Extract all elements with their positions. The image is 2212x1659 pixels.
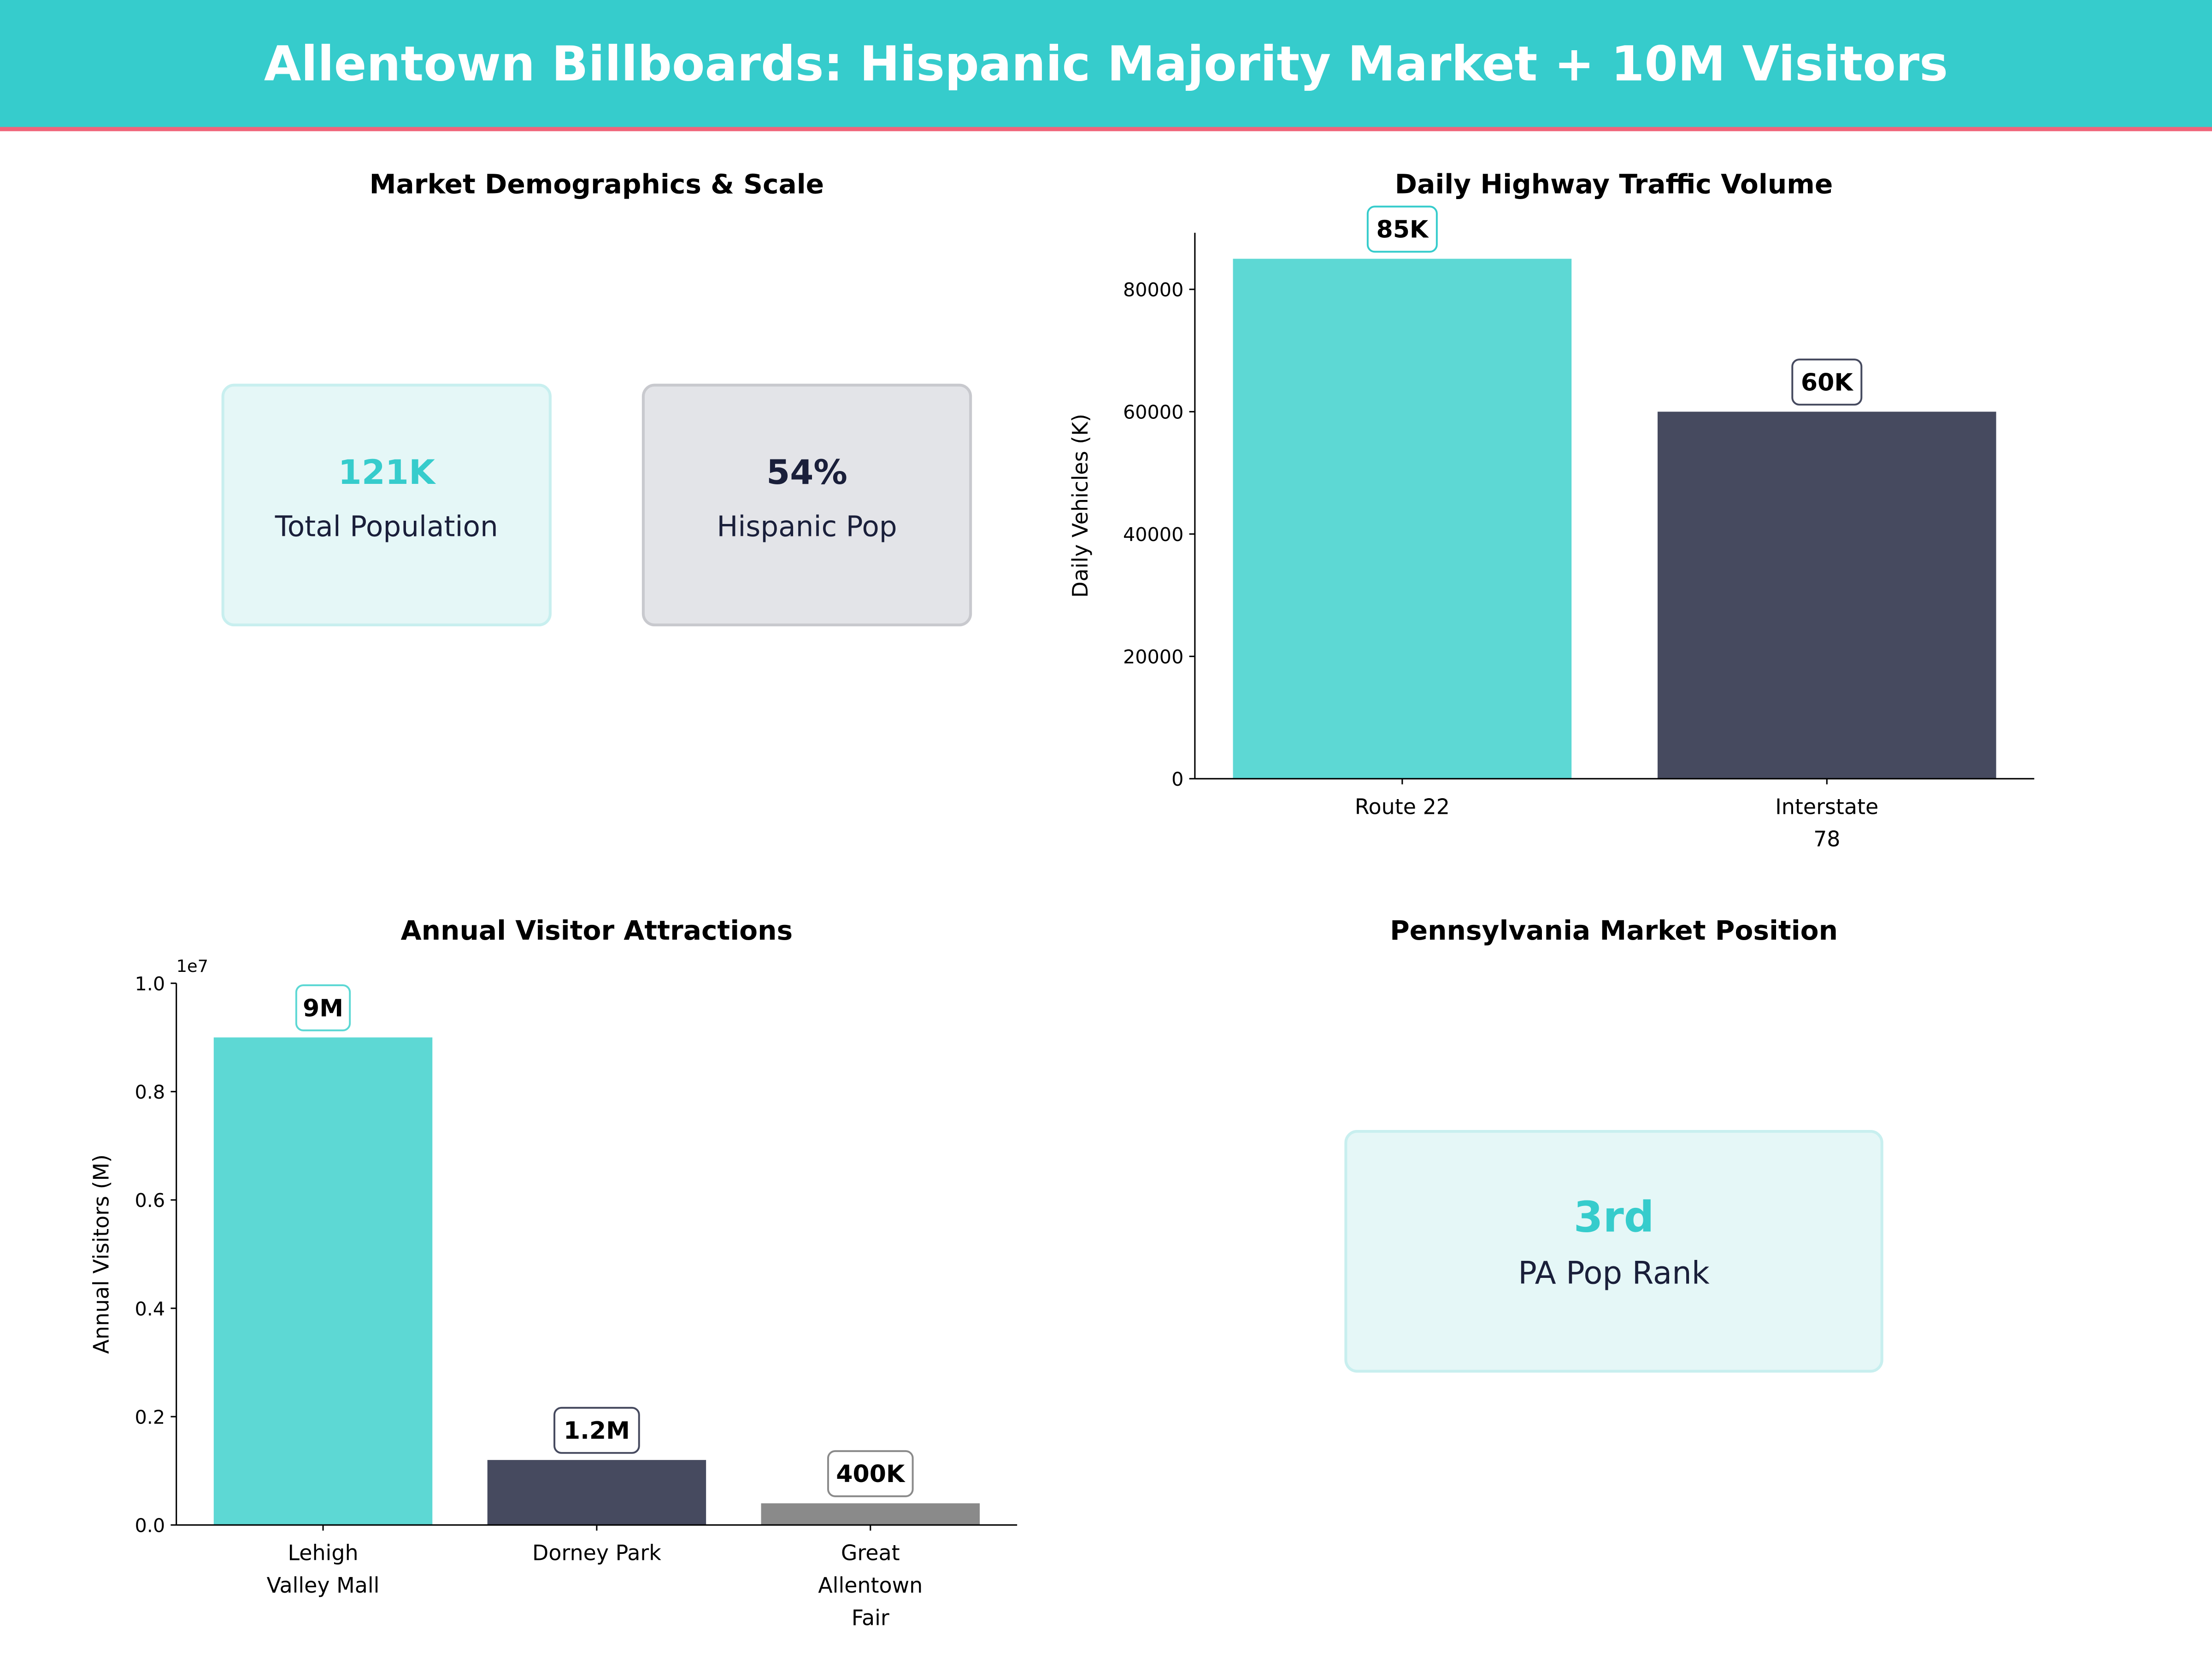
kpi-label: Total Population xyxy=(275,510,498,543)
data-label: 9M xyxy=(303,994,343,1022)
bar xyxy=(1233,259,1572,779)
kpi-card-hispanic-pop: 54% Hispanic Pop xyxy=(641,383,972,627)
data-label: 1.2M xyxy=(564,1417,630,1445)
visitors-chart: Annual Visitor Attractions Annual Visitor… xyxy=(89,915,1018,1630)
kpi-label: PA Pop Rank xyxy=(1518,1255,1710,1291)
kpi-card-total-population: 121K Total Population xyxy=(221,383,552,627)
x-tick-label: Lehigh xyxy=(288,1541,358,1565)
position-title: Pennsylvania Market Position xyxy=(1390,915,1838,946)
chart-title: Daily Highway Traffic Volume xyxy=(1395,168,1833,200)
data-label-box xyxy=(827,1450,914,1497)
bar xyxy=(213,1037,433,1525)
y-tick-label: 20000 xyxy=(1123,646,1183,668)
x-tick-label: Valley Mall xyxy=(267,1573,380,1598)
data-label: 400K xyxy=(836,1460,906,1488)
kpi-value: 121K xyxy=(338,453,436,492)
kpi-card-pa-rank: 3rd PA Pop Rank xyxy=(1344,1130,1883,1373)
data-label: 60K xyxy=(1801,369,1853,396)
x-tick-label: Interstate xyxy=(1775,794,1878,819)
y-tick-label: 0.2 xyxy=(135,1406,165,1428)
page-title: Allentown Billboards: Hispanic Majority … xyxy=(264,35,1948,92)
header-bar xyxy=(0,0,2212,129)
y-tick-label: 40000 xyxy=(1123,524,1183,546)
x-tick-label: Route 22 xyxy=(1355,794,1450,819)
header-accent-line xyxy=(0,127,2212,131)
y-axis-label: Daily Vehicles (K) xyxy=(1068,414,1093,598)
data-label-box xyxy=(1791,359,1863,406)
y-tick-label: 80000 xyxy=(1123,279,1183,301)
chart-title: Annual Visitor Attractions xyxy=(401,915,793,946)
kpi-label: Hispanic Pop xyxy=(717,510,897,543)
data-label: 85K xyxy=(1376,216,1429,244)
demographics-title: Market Demographics & Scale xyxy=(370,168,824,200)
traffic-chart: Daily Highway Traffic Volume Daily Vehicl… xyxy=(1068,168,2035,852)
y-tick-label: 0.4 xyxy=(135,1298,165,1320)
y-tick-label: 1.0 xyxy=(135,973,165,995)
x-tick-label: 78 xyxy=(1813,827,1840,852)
bar xyxy=(761,1503,980,1525)
kpi-value: 3rd xyxy=(1574,1192,1654,1241)
x-tick-label: Fair xyxy=(852,1606,889,1630)
y-tick-label: 0.0 xyxy=(135,1514,165,1536)
x-tick-label: Great xyxy=(841,1541,900,1565)
bar xyxy=(1657,412,1996,779)
axis-offset-text: 1e7 xyxy=(176,956,208,976)
y-axis-label: Annual Visitors (M) xyxy=(89,1154,114,1354)
data-label-box xyxy=(295,984,351,1031)
kpi-value: 54% xyxy=(766,453,847,492)
bar xyxy=(487,1460,706,1525)
data-label-box xyxy=(1366,206,1438,253)
y-tick-label: 0 xyxy=(1171,768,1183,790)
y-tick-label: 0.8 xyxy=(135,1081,165,1103)
y-tick-label: 0.6 xyxy=(135,1189,165,1212)
x-tick-label: Allentown xyxy=(818,1573,923,1598)
data-label-box xyxy=(553,1406,640,1454)
y-tick-label: 60000 xyxy=(1123,401,1183,424)
x-tick-label: Dorney Park xyxy=(532,1541,661,1565)
